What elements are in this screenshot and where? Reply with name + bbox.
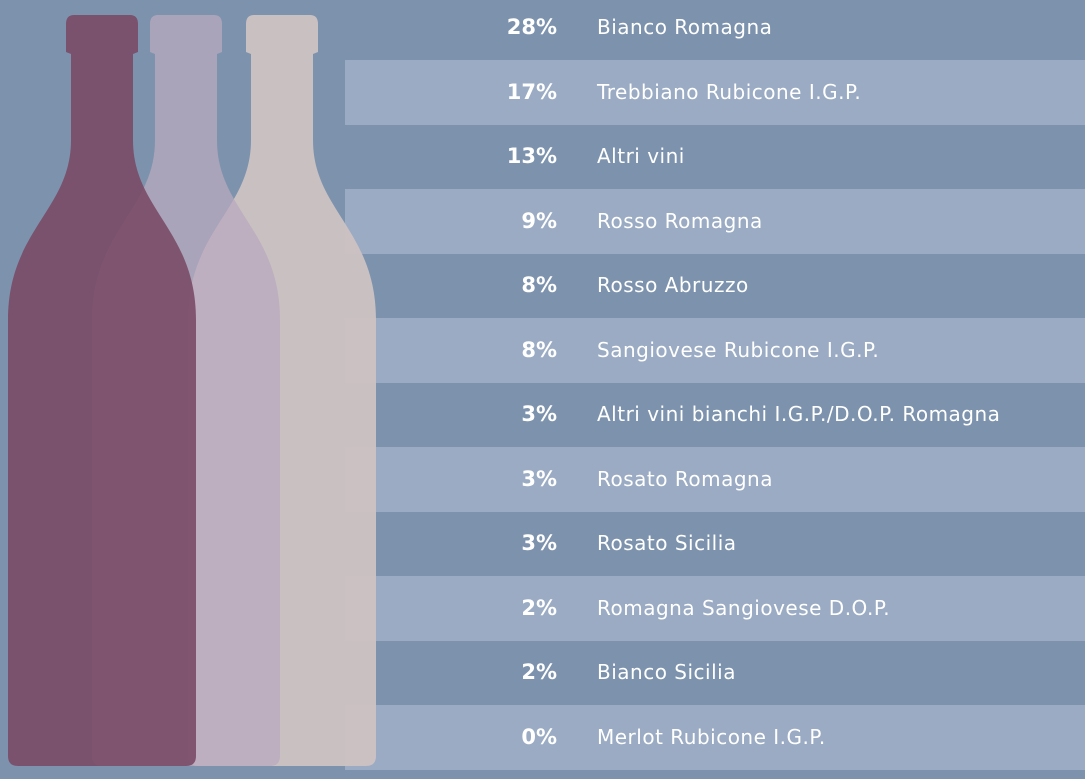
list-row: 17%Trebbiano Rubicone I.G.P. (345, 60, 1085, 125)
list-row: 8%Sangiovese Rubicone I.G.P. (345, 318, 1085, 383)
list-row: 8%Rosso Abruzzo (345, 253, 1085, 318)
list-row: 9%Rosso Romagna (345, 189, 1085, 254)
wine-name: Rosso Romagna (597, 189, 763, 254)
wine-name: Bianco Romagna (597, 0, 772, 60)
wine-name: Bianco Sicilia (597, 640, 736, 705)
list-row: 2%Romagna Sangiovese D.O.P. (345, 576, 1085, 641)
list-row: 13%Altri vini (345, 124, 1085, 189)
list-row: 28%Bianco Romagna (345, 0, 1085, 60)
wine-name: Sangiovese Rubicone I.G.P. (597, 318, 879, 383)
wine-name: Rosato Romagna (597, 447, 773, 512)
wine-name: Rosso Abruzzo (597, 253, 749, 318)
infographic: 28%Bianco Romagna17%Trebbiano Rubicone I… (0, 0, 1085, 779)
wine-name: Altri vini bianchi I.G.P./D.O.P. Romagna (597, 382, 1000, 447)
list-row: 0%Merlot Rubicone I.G.P. (345, 705, 1085, 770)
wine-name: Trebbiano Rubicone I.G.P. (597, 60, 861, 125)
wine-name: Rosato Sicilia (597, 511, 737, 576)
list-row: 2%Bianco Sicilia (345, 640, 1085, 705)
wine-name: Romagna Sangiovese D.O.P. (597, 576, 890, 641)
list-row: 3%Rosato Sicilia (345, 511, 1085, 576)
bottles (0, 0, 390, 779)
list-row: 3%Rosato Romagna (345, 447, 1085, 512)
wine-name: Merlot Rubicone I.G.P. (597, 705, 826, 770)
wine-name: Altri vini (597, 124, 685, 189)
list-row: 3%Altri vini bianchi I.G.P./D.O.P. Romag… (345, 382, 1085, 447)
